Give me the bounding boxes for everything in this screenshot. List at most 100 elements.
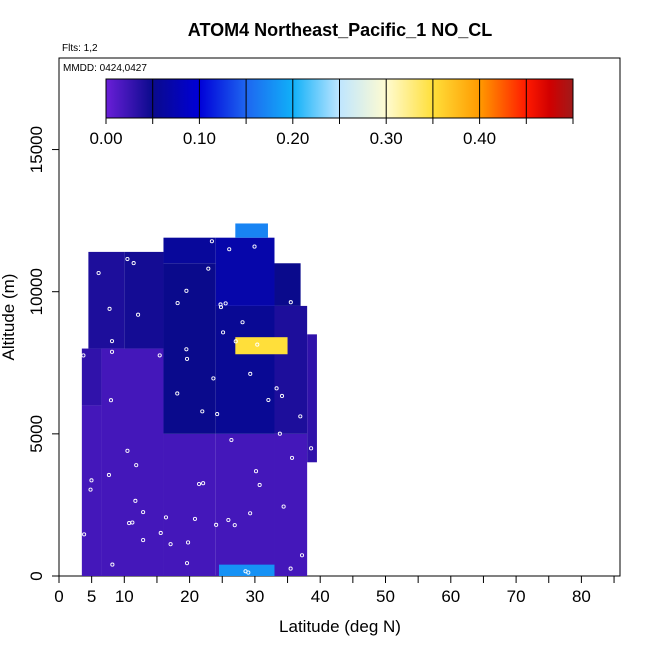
sample-point [309, 446, 314, 451]
y-tick-label: 0 [27, 571, 46, 580]
heatmap-layer [81, 223, 317, 576]
heat-cell [235, 223, 268, 238]
sample-point [133, 498, 138, 503]
flights-note: Flts: 1,2 [62, 43, 98, 54]
sample-point [175, 391, 180, 396]
sample-point [233, 339, 238, 344]
x-tick-label: 40 [311, 587, 330, 606]
sample-point [274, 386, 279, 391]
x-tick-label: 80 [572, 587, 591, 606]
sample-point [168, 542, 173, 547]
sample-point [299, 553, 305, 558]
colorbar-tick-label: 0.30 [370, 129, 403, 148]
sample-point [184, 347, 189, 352]
heat-cell [81, 348, 102, 406]
heat-cell [274, 263, 301, 306]
sample-point [96, 270, 101, 276]
y-tick-label: 15000 [27, 126, 46, 173]
sample-point [131, 261, 136, 266]
y-tick-label: 5000 [27, 415, 46, 453]
heat-cell [235, 337, 288, 355]
colorbar: 0.00 0.10 0.20 0.30 0.40 [89, 78, 574, 148]
sample-point [226, 518, 231, 523]
sample-point [82, 532, 87, 537]
sample-point [206, 266, 211, 271]
sample-point [158, 530, 163, 536]
sample-point [218, 305, 224, 310]
heat-cell [163, 433, 216, 576]
sample-point [223, 301, 228, 306]
sample-point [175, 301, 180, 306]
sample-point [108, 398, 114, 403]
sample-point [257, 482, 262, 488]
sample-point [253, 469, 259, 474]
colorbar-tick-label: 0.10 [183, 129, 216, 148]
x-tick-label: 20 [180, 587, 199, 606]
sample-point [211, 376, 216, 381]
sample-point [221, 330, 226, 335]
x-tick-label: 10 [115, 587, 134, 606]
sample-point [298, 414, 303, 419]
heat-cell [307, 334, 317, 463]
sample-point [227, 247, 232, 252]
sample-point [197, 481, 202, 487]
sample-point [141, 538, 146, 543]
heat-cell [88, 251, 125, 349]
plot-frame [58, 57, 621, 577]
colorbar-tick-label: 0.40 [463, 129, 496, 148]
heat-cell [274, 305, 308, 434]
sample-point [279, 393, 285, 399]
x-tick-label: 50 [376, 587, 395, 606]
sample-point [229, 437, 234, 443]
sample-point [127, 521, 132, 526]
heat-cell [215, 237, 275, 306]
sample-point [218, 302, 223, 307]
heat-cell [215, 305, 275, 434]
x-tick-label: 5 [87, 587, 96, 606]
sample-point [136, 312, 141, 317]
sample-point [288, 300, 293, 305]
sample-point [184, 288, 189, 293]
heat-cell [124, 251, 164, 349]
sample-point [109, 349, 115, 354]
sample-point [81, 353, 86, 358]
sample-point [255, 342, 260, 347]
colorbar-tick-label: 0.20 [276, 129, 309, 148]
sample-point [89, 478, 94, 483]
sample-point [109, 339, 115, 344]
x-tick-label: 30 [245, 587, 264, 606]
sample-point [277, 431, 282, 436]
colorbar-tick-label: 0.00 [89, 129, 122, 148]
sample-point [240, 320, 245, 325]
heat-cell [163, 237, 216, 264]
x-axis: 0 5 10 20 30 40 50 60 70 80 [54, 576, 615, 606]
y-tick-label: 10000 [27, 268, 46, 315]
sample-point [110, 562, 115, 567]
sample-point [248, 511, 253, 516]
sample-point [88, 487, 93, 492]
heat-cell [163, 263, 216, 434]
sample-point [106, 472, 111, 478]
sample-point [184, 356, 190, 361]
sample-point [107, 306, 112, 311]
sample-point [281, 504, 286, 509]
y-axis: 0 5000 10000 15000 [27, 126, 59, 581]
x-tick-label: 0 [54, 587, 63, 606]
sample-point [192, 516, 198, 521]
sample-point [243, 569, 248, 574]
heat-cell [101, 348, 164, 576]
sample-point [134, 463, 139, 468]
x-tick-label: 70 [507, 587, 526, 606]
sample-point [141, 510, 146, 515]
sample-point [157, 353, 162, 358]
dates-note: MMDD: 0424,0427 [63, 63, 147, 74]
sample-point [214, 522, 219, 527]
chart-title: ATOM4 Northeast_Pacific_1 NO_CL [188, 20, 492, 40]
y-axis-label: Altitude (m) [0, 274, 18, 361]
sample-point [248, 371, 253, 376]
sample-point [289, 455, 295, 460]
sample-point [209, 239, 214, 244]
sample-point [186, 540, 191, 545]
sample-point [215, 412, 220, 417]
